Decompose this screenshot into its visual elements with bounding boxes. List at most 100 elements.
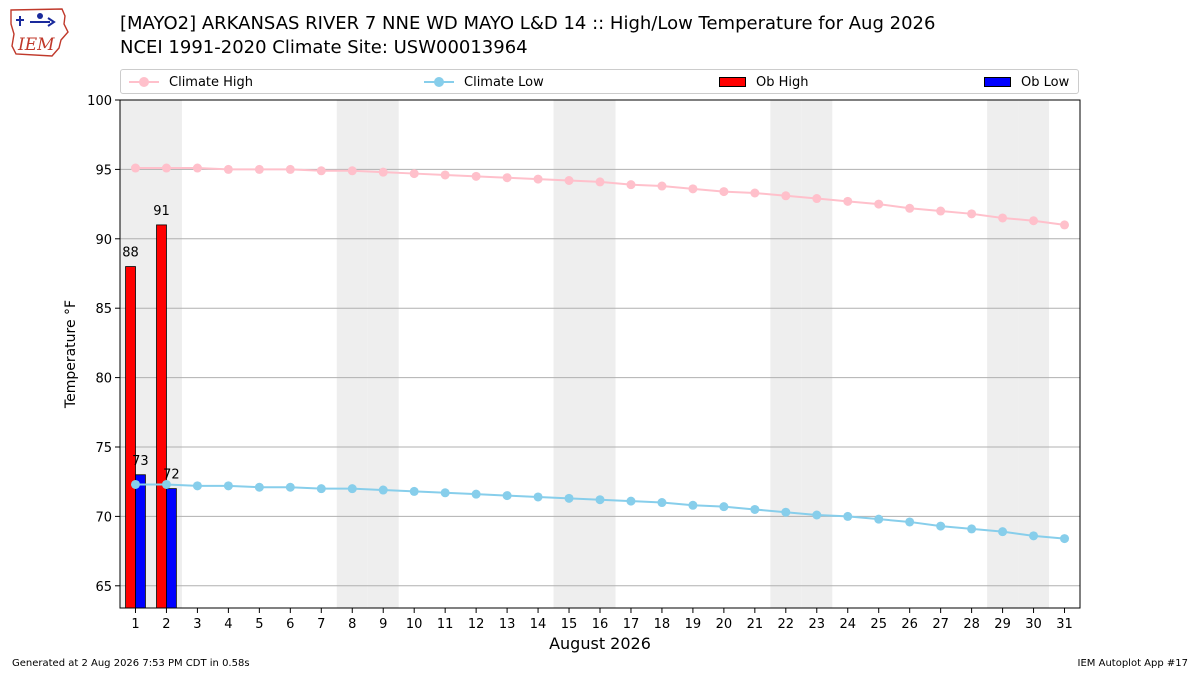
climate-low-point — [781, 507, 791, 517]
legend-item-ob-high: Ob High — [719, 73, 809, 91]
ob-high-bar — [125, 266, 136, 609]
plot-frame — [119, 99, 1081, 609]
x-tick-label: 10 — [406, 617, 423, 632]
climate-high-point — [378, 167, 388, 177]
climate-low-point — [409, 486, 419, 496]
x-tick-label: 20 — [716, 617, 733, 632]
climate-high-point — [874, 199, 884, 209]
x-tick-label: 12 — [468, 617, 485, 632]
x-tick-label: 7 — [317, 617, 325, 632]
chart-legend: Climate High Climate Low Ob High Ob Low — [120, 69, 1079, 94]
weather-vane-icon — [16, 16, 56, 27]
x-tick-label: 9 — [379, 617, 387, 632]
ob-low-label: 73 — [132, 454, 149, 469]
climate-high-point — [750, 188, 760, 198]
y-tick-label: 90 — [95, 233, 112, 248]
y-axis-label: Temperature °F — [63, 300, 79, 409]
climate-high-point — [998, 213, 1008, 223]
x-tick-label: 13 — [499, 617, 516, 632]
app-credit: IEM Autoplot App #17 — [1077, 658, 1188, 669]
climate-high-point — [905, 203, 915, 213]
x-tick-label: 4 — [224, 617, 232, 632]
iem-logo: IEM — [10, 8, 69, 57]
x-tick-label: 22 — [778, 617, 795, 632]
y-tick-label: 80 — [95, 372, 112, 387]
climate-high-point — [130, 163, 140, 173]
ob-high-label: 88 — [122, 246, 139, 261]
climate-low-point — [471, 489, 481, 499]
climate-high-point — [1029, 216, 1039, 226]
climate-high-point — [223, 164, 233, 174]
chart-subtitle: NCEI 1991-2020 Climate Site: USW00013964 — [120, 37, 528, 58]
y-tick-label: 85 — [95, 302, 112, 317]
x-axis-label: August 2026 — [549, 634, 651, 653]
climate-high-point — [657, 181, 667, 191]
climate-low-point — [595, 495, 605, 505]
climate-high-point — [254, 164, 264, 174]
climate-low-point — [657, 498, 667, 508]
climate-low-swatch — [424, 77, 454, 87]
weekend-band — [336, 100, 368, 608]
climate-low-point — [905, 517, 915, 527]
legend-label-climate-high: Climate High — [169, 74, 254, 90]
ob-low-bar — [135, 474, 146, 609]
x-tick-label: 31 — [1056, 617, 1073, 632]
climate-low-point — [440, 488, 450, 498]
climate-low-point — [936, 521, 946, 531]
weekend-band — [1018, 100, 1050, 608]
legend-label-ob-low: Ob Low — [1021, 74, 1070, 90]
y-tick-label: 95 — [95, 163, 112, 178]
climate-high-swatch — [129, 77, 159, 87]
x-tick-label: 27 — [932, 617, 949, 632]
climate-high-point — [192, 163, 202, 173]
climate-low-point — [750, 504, 760, 514]
climate-high-point — [316, 166, 326, 176]
x-tick-label: 23 — [809, 617, 826, 632]
climate-low-point — [812, 510, 822, 520]
climate-low-point — [533, 492, 543, 502]
climate-high-point — [967, 209, 977, 219]
climate-high-point — [843, 196, 853, 206]
x-tick-label: 28 — [963, 617, 980, 632]
ob-high-label: 91 — [153, 204, 170, 219]
climate-high-point — [347, 166, 357, 176]
x-tick-label: 30 — [1025, 617, 1042, 632]
climate-low-point — [130, 479, 140, 489]
climate-high-point — [936, 206, 946, 216]
climate-high-point — [440, 170, 450, 180]
climate-low-point — [347, 484, 357, 494]
weekend-band — [367, 100, 399, 608]
climate-high-point — [781, 191, 791, 201]
climate-low-point — [378, 485, 388, 495]
generated-timestamp: Generated at 2 Aug 2026 7:53 PM CDT in 0… — [12, 658, 250, 669]
data-labels: 88 91 73 72 — [122, 204, 179, 483]
climate-high-point — [812, 194, 822, 204]
climate-low-point — [502, 491, 512, 501]
x-tick-label: 15 — [561, 617, 578, 632]
x-tick-label: 3 — [193, 617, 201, 632]
climate-high-point — [161, 163, 171, 173]
climate-low-point — [1029, 531, 1039, 541]
x-tick-label: 11 — [437, 617, 454, 632]
x-tick-label: 16 — [592, 617, 609, 632]
x-tick-label: 21 — [747, 617, 764, 632]
weekend-band — [770, 100, 802, 608]
x-tick-label: 18 — [654, 617, 671, 632]
climate-low-point — [1060, 534, 1070, 544]
y-tick-label: 70 — [95, 510, 112, 525]
weekend-band — [584, 100, 616, 608]
x-tick-label: 6 — [286, 617, 294, 632]
x-tick-label: 8 — [348, 617, 356, 632]
legend-label-ob-high: Ob High — [756, 74, 809, 90]
climate-low-point — [564, 493, 574, 503]
climate-low-point — [285, 482, 295, 492]
climate-low-point — [316, 484, 326, 494]
x-tick-label: 25 — [870, 617, 887, 632]
climate-high-point — [1060, 220, 1070, 230]
climate-low-point — [719, 502, 729, 512]
climate-low-point — [874, 514, 884, 524]
climate-high-point — [564, 176, 574, 186]
climate-low-point — [254, 482, 264, 492]
